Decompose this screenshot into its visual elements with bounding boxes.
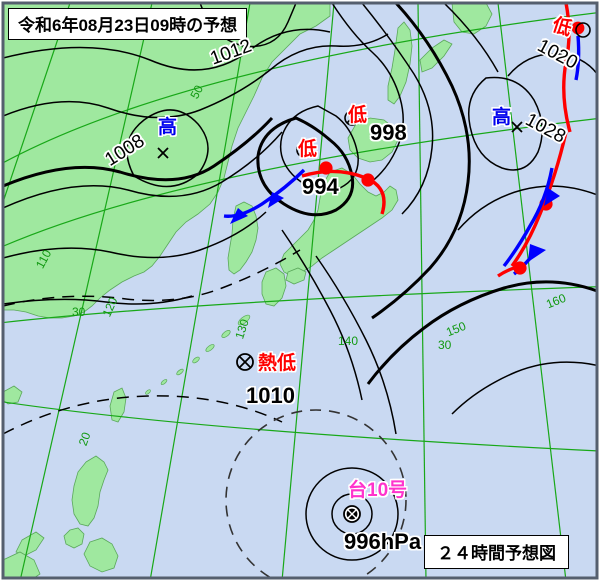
tropical-depression-center-ring: [236, 353, 254, 371]
kyushu-island: [261, 267, 287, 307]
isobar-bold-nw: [3, 116, 274, 188]
cold-front-main: [223, 168, 306, 224]
isobar-e: [3, 295, 193, 305]
luzon-island: [71, 455, 109, 527]
warm-front-bump: [361, 173, 375, 187]
cold-front-line: [223, 168, 306, 218]
cold-front-line-east: [574, 35, 581, 81]
isobar-a: [3, 28, 331, 71]
isobar-i: [443, 3, 499, 73]
philippines-mindanao: [83, 537, 119, 573]
parallel-30: [3, 286, 597, 324]
parallel-50: [3, 12, 597, 164]
warm-front-bump-east: [571, 21, 585, 35]
cold-front-line-east-2: [502, 167, 554, 268]
hokkaido-island: [347, 117, 399, 163]
borneo-tip: [3, 551, 41, 578]
meridian-120: [20, 3, 153, 578]
forecast-title-text: 令和6年08月23日09時の予想: [18, 16, 238, 35]
meridian-110: [3, 3, 71, 205]
isobar-g: [361, 3, 434, 215]
typhoon-gale-circle: [305, 467, 399, 561]
isobar-994-closed: [256, 116, 355, 217]
philippines-visayas: [63, 527, 85, 549]
typhoon-forecast-circle: [225, 409, 407, 578]
low-center-cross: [298, 144, 310, 156]
ryukyu-islands: [145, 314, 251, 395]
trough-dashed-2: [3, 395, 283, 435]
isobar-b: [3, 33, 389, 119]
forecast-period-text: ２４時間予想図: [437, 544, 556, 563]
high-center-cross: [511, 121, 523, 133]
pressure-center-markers: [157, 22, 591, 371]
meridian-140: [281, 3, 335, 578]
isobar-998-closed: [279, 105, 359, 192]
palawan-island: [15, 531, 45, 557]
isobar-j: [457, 185, 597, 231]
forecast-period-box: ２４時間予想図: [424, 535, 569, 569]
honshu-island: [279, 167, 399, 277]
parallel-40: [3, 118, 597, 247]
isobar-d: [3, 211, 267, 259]
cold-front-barb-east: [544, 188, 560, 206]
isobar-1020-closed: [507, 53, 597, 77]
asia-continent: [3, 3, 331, 319]
shikoku-island: [285, 267, 307, 285]
cold-front-barb: [230, 208, 248, 224]
warm-front-line-east-3: [497, 264, 523, 278]
typhoon-storm-circle: [331, 493, 373, 535]
isobars: [3, 3, 597, 435]
typhoon-10-symbol: [225, 409, 407, 578]
isobar-l: [281, 229, 363, 401]
front-east-system: [497, 3, 585, 278]
cold-front-barb: [268, 192, 284, 208]
isobar-k: [366, 280, 597, 385]
isobar-1008-closed: [126, 109, 209, 188]
isobar-c: [3, 131, 283, 209]
warm-front-line-east-2: [510, 131, 568, 267]
trough-dashed-1: [3, 249, 301, 307]
forecast-title-box: 令和6年08月23日09時の予想: [8, 8, 248, 40]
isobar-f: [331, 3, 404, 187]
warm-front-line-east: [562, 3, 572, 133]
kamchatka-tip: [451, 3, 493, 35]
meridian-150: [417, 3, 427, 578]
low-center-cross: [346, 112, 358, 124]
latitude-longitude-grid: [3, 3, 597, 578]
meridian-130: [149, 3, 251, 578]
warm-front-main: [301, 161, 386, 215]
low-center-ring: [296, 142, 312, 158]
hainan-island: [3, 385, 23, 405]
isobar-h: [371, 3, 471, 320]
isobar-n: [451, 361, 597, 415]
warm-front-bump: [319, 161, 333, 175]
isobar-m: [315, 255, 397, 435]
meridian-160: [497, 3, 567, 578]
tropical-depression-cross: [238, 355, 252, 369]
low-center-ring: [344, 110, 360, 126]
isobar-1028-closed: [468, 76, 543, 171]
parallel-20: [3, 401, 597, 452]
typhoon-center-cross-2: [346, 508, 358, 520]
high-center-cross: [157, 147, 169, 159]
low-center-ring: [575, 22, 591, 38]
